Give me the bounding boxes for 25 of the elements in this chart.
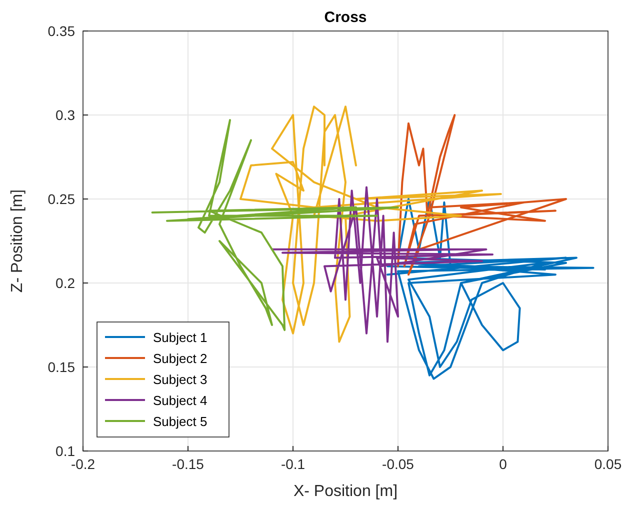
legend-label: Subject 1 bbox=[153, 330, 208, 345]
y-axis-title: Z- Position [m] bbox=[9, 189, 26, 293]
legend-label: Subject 4 bbox=[153, 393, 208, 408]
y-tick-label: 0.35 bbox=[48, 23, 76, 39]
y-tick-label: 0.2 bbox=[56, 275, 76, 291]
x-tick-label: 0 bbox=[499, 456, 508, 472]
legend-label: Subject 2 bbox=[153, 351, 208, 366]
line-series bbox=[240, 106, 502, 343]
legend-label: Subject 3 bbox=[153, 372, 208, 387]
x-tick-label: -0.15 bbox=[172, 456, 204, 472]
y-tick-label: 0.1 bbox=[56, 443, 76, 459]
x-tick-label: -0.1 bbox=[280, 456, 306, 472]
x-tick-label: 0.05 bbox=[594, 456, 622, 472]
line-series bbox=[386, 198, 594, 380]
line-series bbox=[397, 114, 567, 276]
line-series bbox=[151, 119, 399, 332]
y-tick-label: 0.25 bbox=[48, 191, 76, 207]
x-tick-label: -0.2 bbox=[70, 456, 96, 472]
line-series bbox=[271, 186, 494, 343]
chart-title: Cross bbox=[324, 9, 367, 26]
x-axis-title: X- Position [m] bbox=[293, 483, 398, 500]
legend-label: Subject 5 bbox=[153, 414, 208, 429]
x-tick-label: -0.05 bbox=[382, 456, 414, 472]
y-tick-label: 0.15 bbox=[48, 359, 76, 375]
y-tick-label: 0.3 bbox=[56, 107, 76, 123]
